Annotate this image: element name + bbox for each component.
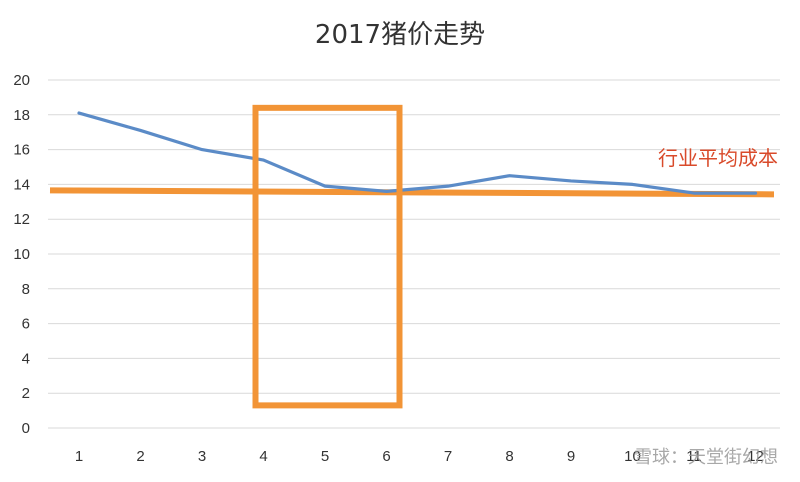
y-tick-label: 20 (13, 72, 30, 89)
x-tick-label: 9 (567, 448, 575, 465)
highlight-box (252, 104, 403, 409)
watermark: 雪球：天堂街幻想 (634, 447, 778, 468)
y-tick-label: 4 (22, 350, 30, 367)
x-tick-label: 1 (75, 448, 83, 465)
x-tick-label: 12 (747, 448, 764, 465)
series-line (77, 111, 758, 195)
y-tick-label: 12 (13, 211, 30, 228)
x-tick-label: 4 (259, 448, 267, 465)
reference-line (49, 187, 775, 198)
x-tick-label: 6 (382, 448, 390, 465)
y-tick-label: 18 (13, 107, 30, 124)
y-tick-label: 16 (13, 142, 30, 159)
y-tick-label: 6 (22, 316, 30, 333)
y-tick-label: 2 (22, 385, 30, 402)
x-tick-label: 2 (136, 448, 144, 465)
x-tick-label: 5 (321, 448, 329, 465)
x-tick-label: 7 (444, 448, 452, 465)
y-tick-label: 0 (22, 420, 30, 437)
x-tick-label: 8 (505, 448, 513, 465)
x-tick-label: 11 (686, 448, 702, 465)
y-tick-label: 10 (13, 246, 30, 263)
chart-title: 2017猪价走势 (314, 20, 486, 50)
reference-line-label: 行业平均成本 (658, 146, 778, 170)
x-tick-label: 10 (624, 448, 641, 465)
y-tick-label: 8 (22, 281, 30, 298)
x-tick-label: 3 (198, 448, 206, 465)
y-tick-label: 14 (13, 176, 30, 193)
